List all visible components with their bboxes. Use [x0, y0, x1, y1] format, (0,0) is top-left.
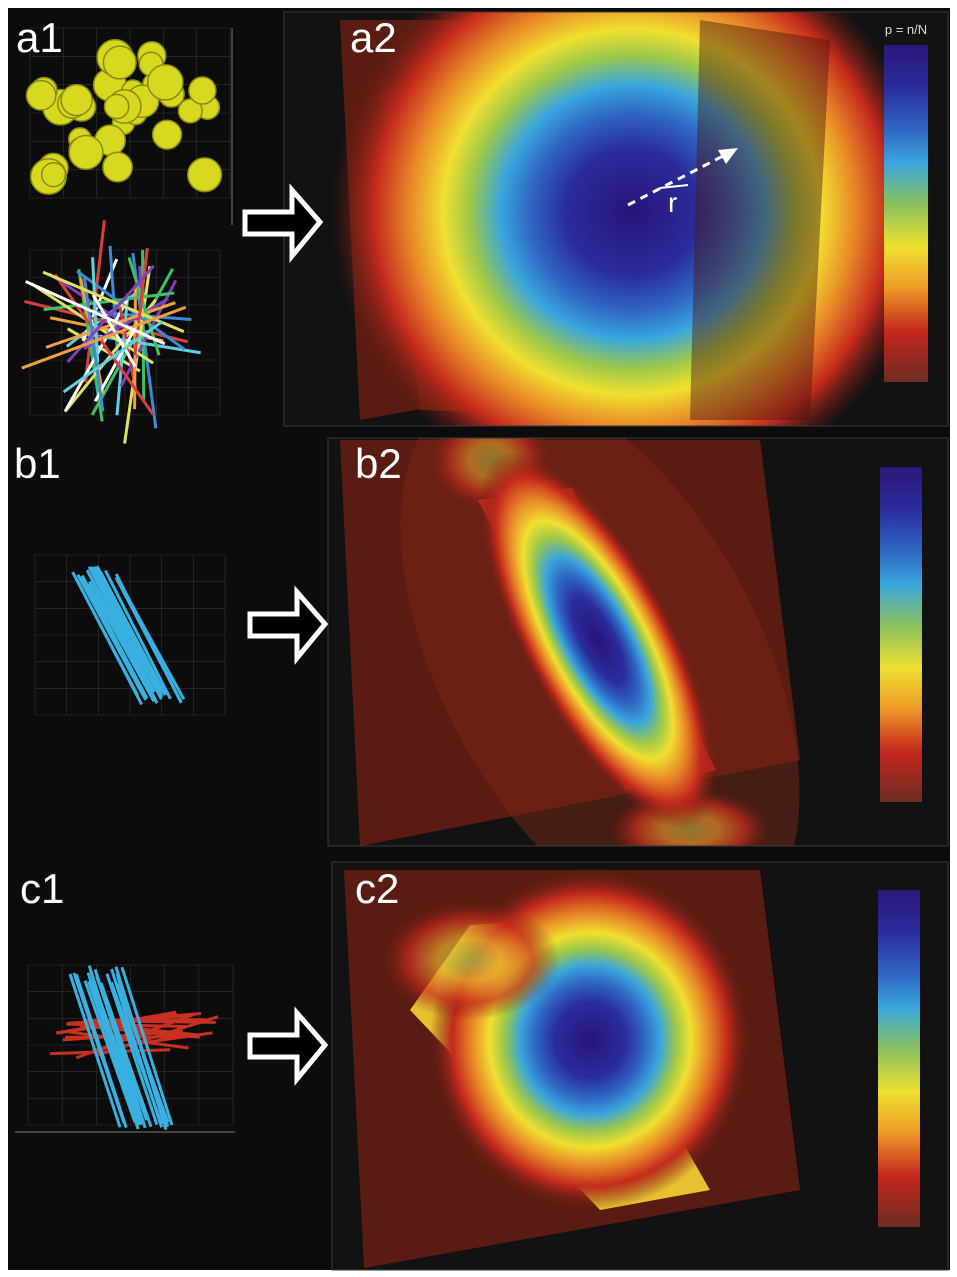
sphere [188, 76, 217, 105]
density-map-a2 [284, 12, 948, 426]
vector-r [627, 148, 738, 207]
rod [95, 975, 149, 1121]
rod [53, 273, 155, 416]
sphere [177, 98, 203, 124]
colorbar [878, 890, 920, 1227]
arrow [247, 1006, 329, 1086]
arrow [242, 183, 324, 263]
density-map-b2 [328, 438, 948, 846]
panel-label: c2 [355, 865, 399, 912]
vector-label: r [668, 187, 677, 218]
rod [104, 569, 172, 700]
rod [80, 574, 149, 700]
panel-frame [331, 861, 949, 1271]
rod [91, 257, 100, 363]
sphere [186, 157, 223, 193]
sphere [102, 151, 134, 183]
rod [21, 305, 187, 370]
panel-label: a2 [350, 14, 397, 61]
rod [110, 981, 163, 1125]
rod [117, 580, 186, 700]
panel-frame [327, 437, 949, 847]
rod [62, 320, 164, 394]
sphere [60, 83, 93, 117]
colorbar [884, 45, 928, 382]
rod [93, 573, 161, 691]
rod [87, 582, 156, 703]
rod [133, 247, 149, 356]
rod [79, 576, 148, 701]
sphere [151, 119, 183, 150]
sphere [40, 162, 67, 188]
density-map-c2 [332, 862, 948, 1270]
arrow [247, 585, 329, 665]
rod [68, 973, 122, 1128]
rod [91, 980, 145, 1123]
panel-label: b2 [355, 440, 402, 487]
rod [82, 277, 105, 412]
structure-plots [15, 27, 235, 1133]
rod [93, 316, 143, 403]
panel-label: b1 [14, 440, 61, 487]
rod [116, 975, 170, 1127]
rod [25, 280, 166, 346]
rod [71, 571, 139, 696]
rod [86, 972, 140, 1130]
rod [91, 294, 137, 368]
rod [120, 966, 174, 1126]
sphere [102, 45, 137, 80]
rod [72, 972, 126, 1124]
colorbar [880, 467, 922, 802]
sphere [146, 63, 184, 101]
rod [62, 1029, 183, 1042]
sphere [25, 79, 57, 111]
panel-label: c1 [20, 865, 64, 912]
sphere [103, 93, 130, 120]
panel-label: a1 [16, 14, 63, 61]
sphere [68, 134, 104, 170]
rod [105, 973, 159, 1126]
rod [99, 982, 153, 1128]
colorbar-label: p = n/N [885, 22, 927, 37]
rod [83, 980, 137, 1124]
rod [85, 569, 154, 695]
